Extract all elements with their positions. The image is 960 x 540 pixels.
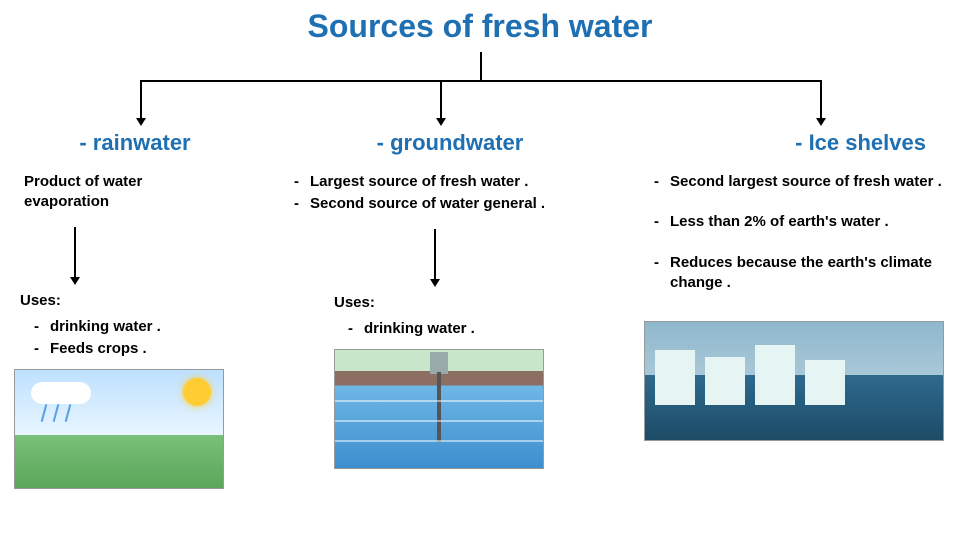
ice-bullets: -Second largest source of fresh water . … — [644, 172, 946, 293]
mid-arrow — [284, 229, 616, 289]
column-heading: - groundwater — [284, 130, 616, 156]
column-heading: - Ice shelves — [644, 130, 946, 156]
uses-label: Uses: — [284, 293, 616, 313]
mid-arrow — [14, 227, 256, 287]
column-heading: - rainwater — [14, 130, 256, 156]
column-groundwater: - groundwater -Largest source of fresh w… — [270, 130, 630, 489]
uses-label: Uses: — [14, 291, 256, 311]
uses-list: -drinking water . — [284, 319, 616, 339]
uses-list: -drinking water . -Feeds crops . — [14, 317, 256, 360]
column-ice-shelves: - Ice shelves -Second largest source of … — [630, 130, 960, 489]
column-rainwater: - rainwater Product of water evaporation… — [0, 130, 270, 489]
page-title: Sources of fresh water — [0, 0, 960, 45]
groundwater-image — [334, 349, 544, 469]
groundwater-bullets: -Largest source of fresh water . -Second… — [284, 172, 616, 215]
rainwater-image — [14, 369, 224, 489]
columns-container: - rainwater Product of water evaporation… — [0, 130, 960, 489]
rainwater-description: Product of water evaporation — [14, 172, 256, 213]
ice-image — [644, 321, 944, 441]
